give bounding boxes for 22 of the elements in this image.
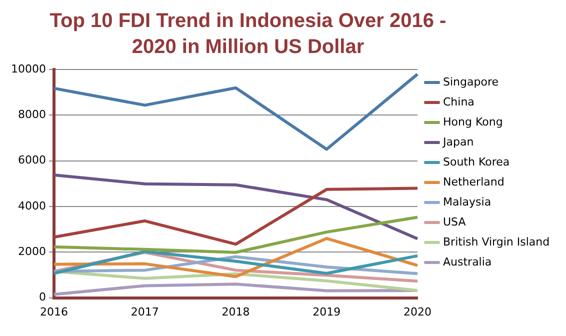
legend-label: Japan xyxy=(442,135,474,148)
x-tick-label: 2019 xyxy=(312,305,341,318)
y-tick-label: 8000 xyxy=(18,108,46,122)
legend-label: USA xyxy=(443,215,466,228)
chart-title: Top 10 FDI Trend in Indonesia Over 2016 - 2020 in Million US Dollar xyxy=(48,9,448,60)
legend-label: Netherland xyxy=(443,175,504,188)
x-tick-label: 2020 xyxy=(404,305,432,318)
legend-label: South Korea xyxy=(443,155,510,168)
y-tick-label: 6000 xyxy=(18,154,46,167)
x-tick-label: 2017 xyxy=(130,305,159,318)
legend-label: Hong Kong xyxy=(443,115,503,128)
legend-label: Malaysia xyxy=(443,195,492,208)
x-tick-label: 2016 xyxy=(40,305,68,318)
x-tick-label: 2018 xyxy=(222,305,250,318)
y-tick-label: 2000 xyxy=(18,245,46,258)
legend-label: Singapore xyxy=(443,75,499,88)
y-tick-label: 0 xyxy=(38,290,46,304)
y-tick-label: 4000 xyxy=(18,199,46,212)
legend-label: China xyxy=(443,95,474,108)
y-tick-label: 10000 xyxy=(10,62,46,76)
legend-label: Australia xyxy=(443,255,492,268)
legend-label: British Virgin Island xyxy=(443,235,550,248)
